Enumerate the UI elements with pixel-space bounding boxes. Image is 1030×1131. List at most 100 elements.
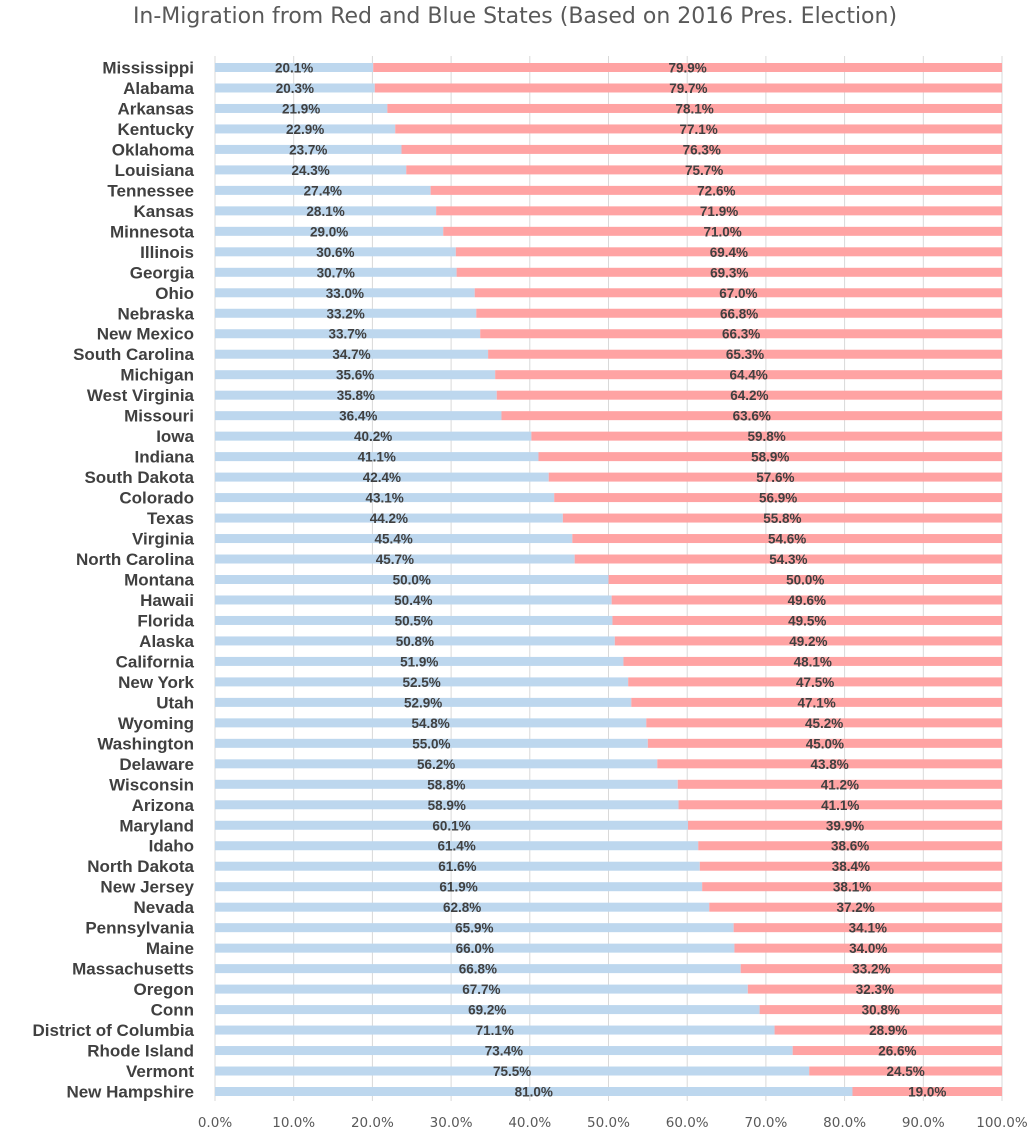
data-label-red: 77.1% — [679, 122, 717, 137]
bar-blue — [215, 697, 632, 707]
data-label-red: 71.0% — [703, 224, 741, 239]
bar-blue — [215, 1025, 775, 1035]
category-label: Texas — [147, 509, 194, 528]
bar-red — [436, 206, 1003, 216]
bar-blue — [215, 103, 388, 113]
bars-group — [215, 63, 1003, 1096]
category-label: Rhode Island — [87, 1042, 194, 1061]
data-label-red: 57.6% — [756, 470, 794, 485]
data-label-blue: 30.7% — [317, 265, 355, 280]
x-tick-label: 0.0% — [198, 1115, 232, 1131]
category-label: Utah — [156, 693, 194, 712]
data-label-blue: 60.1% — [432, 818, 470, 833]
data-label-red: 45.2% — [805, 716, 843, 731]
data-label-blue: 50.8% — [396, 634, 434, 649]
data-label-blue: 20.3% — [276, 81, 314, 96]
bar-blue — [215, 575, 609, 584]
category-label: District of Columbia — [32, 1021, 194, 1040]
bar-blue — [215, 595, 612, 605]
bar-red — [480, 329, 1002, 339]
data-label-blue: 52.9% — [404, 695, 442, 710]
bar-red — [623, 656, 1002, 666]
bar-blue — [215, 83, 375, 93]
bar-blue — [215, 308, 477, 318]
bar-red — [548, 472, 1002, 482]
bar-red — [792, 1046, 1002, 1056]
bar-red — [733, 923, 1002, 933]
data-label-red: 34.1% — [849, 921, 887, 936]
data-label-blue: 61.4% — [437, 839, 475, 854]
data-label-blue: 24.3% — [291, 163, 329, 178]
data-label-red: 64.2% — [730, 388, 768, 403]
category-label: Maine — [146, 939, 194, 958]
data-label-red: 49.6% — [788, 593, 826, 608]
bar-blue — [215, 738, 648, 748]
category-label: New Mexico — [97, 325, 194, 344]
data-label-blue: 67.7% — [462, 982, 500, 997]
category-label: Massachusetts — [72, 960, 194, 979]
x-tick-label: 80.0% — [823, 1115, 866, 1131]
data-label-blue: 29.0% — [310, 224, 348, 239]
x-tick-label: 40.0% — [508, 1115, 551, 1131]
category-label: Nevada — [134, 898, 195, 917]
category-label: Mississippi — [102, 59, 194, 78]
data-label-blue: 42.4% — [363, 470, 401, 485]
data-label-blue: 73.4% — [485, 1044, 523, 1059]
data-label-red: 79.9% — [668, 61, 706, 76]
bar-red — [709, 902, 1002, 912]
bar-red — [611, 595, 1002, 605]
bar-red — [687, 820, 1002, 830]
bar-blue — [215, 288, 475, 298]
data-label-red: 28.9% — [869, 1023, 907, 1038]
bar-blue — [215, 411, 502, 421]
bar-blue — [215, 759, 658, 769]
bar-red — [395, 124, 1002, 134]
category-label: Missouri — [124, 407, 194, 426]
category-label: Colorado — [119, 489, 194, 508]
data-label-red: 56.9% — [759, 491, 797, 506]
bar-red — [406, 165, 1003, 175]
data-label-blue: 45.7% — [376, 552, 414, 567]
category-label: North Carolina — [76, 550, 195, 569]
data-label-blue: 40.2% — [354, 429, 392, 444]
data-label-blue: 66.8% — [459, 962, 497, 977]
bar-red — [501, 411, 1002, 421]
data-label-blue: 45.4% — [375, 532, 413, 547]
bar-blue — [215, 964, 741, 974]
category-label: Indiana — [134, 448, 194, 467]
data-label-blue: 41.1% — [358, 450, 396, 465]
bar-red — [852, 1087, 1002, 1096]
data-label-red: 38.4% — [832, 859, 870, 874]
data-label-red: 41.1% — [821, 798, 859, 813]
bar-red — [759, 1005, 1002, 1015]
bar-blue — [215, 923, 734, 933]
data-label-blue: 36.4% — [339, 409, 377, 424]
category-label: Pennsylvania — [85, 919, 194, 938]
data-label-red: 41.2% — [821, 777, 859, 792]
data-label-blue: 23.7% — [289, 142, 327, 157]
category-label: California — [116, 652, 195, 671]
bar-blue — [215, 124, 396, 134]
bar-blue — [215, 984, 748, 994]
data-label-red: 32.3% — [856, 982, 894, 997]
data-label-blue: 75.5% — [493, 1064, 531, 1079]
bar-blue — [215, 882, 703, 892]
data-label-red: 58.9% — [751, 450, 789, 465]
x-tick-label: 20.0% — [351, 1115, 394, 1131]
bar-red — [698, 841, 1002, 851]
data-label-blue: 35.8% — [337, 388, 375, 403]
data-label-red: 75.7% — [685, 163, 723, 178]
bar-red — [574, 554, 1002, 564]
data-label-red: 26.6% — [878, 1044, 916, 1059]
data-label-red: 71.9% — [700, 204, 738, 219]
data-label-blue: 65.9% — [455, 921, 493, 936]
bar-blue — [215, 861, 700, 871]
data-label-red: 55.8% — [763, 511, 801, 526]
data-label-red: 76.3% — [683, 142, 721, 157]
category-label: Kansas — [134, 202, 194, 221]
category-label: South Carolina — [73, 345, 194, 364]
data-label-red: 39.9% — [826, 818, 864, 833]
x-tick-label: 50.0% — [587, 1115, 630, 1131]
